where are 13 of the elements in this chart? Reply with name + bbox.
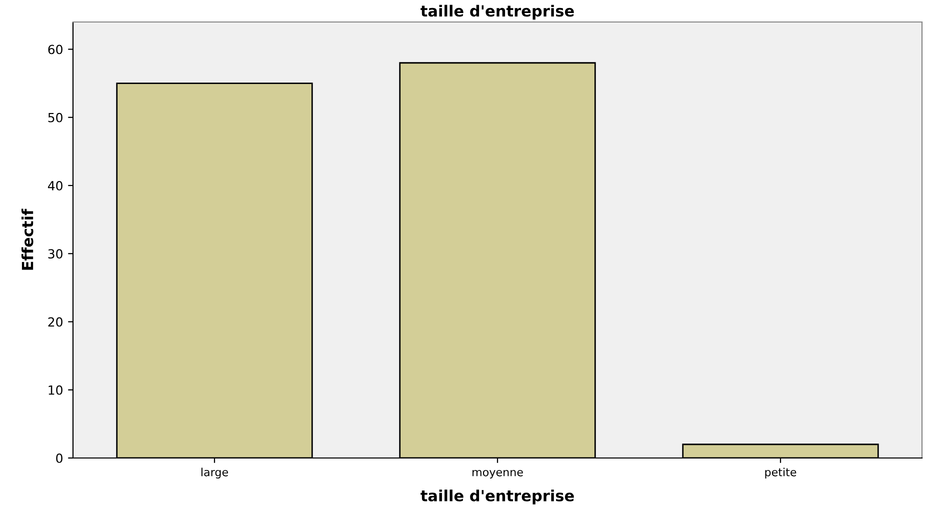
y-tick-label: 40 [48, 180, 62, 190]
chart-title: taille d'entreprise [420, 4, 574, 20]
x-tick-label: moyenne [472, 470, 523, 478]
y-tick-label: 0 [56, 453, 62, 463]
x-axis-title: taille d'entreprise [420, 490, 574, 504]
y-tick-label: 60 [48, 44, 62, 54]
x-tick-label: large [201, 468, 228, 478]
y-tick-label: 10 [48, 385, 62, 395]
y-axis-title: Effectif [21, 208, 34, 270]
y-tick-label: 20 [48, 317, 62, 327]
y-tick-label: 50 [48, 112, 62, 122]
x-tick-label: petite [765, 468, 796, 478]
y-tick-label: 30 [48, 249, 62, 259]
